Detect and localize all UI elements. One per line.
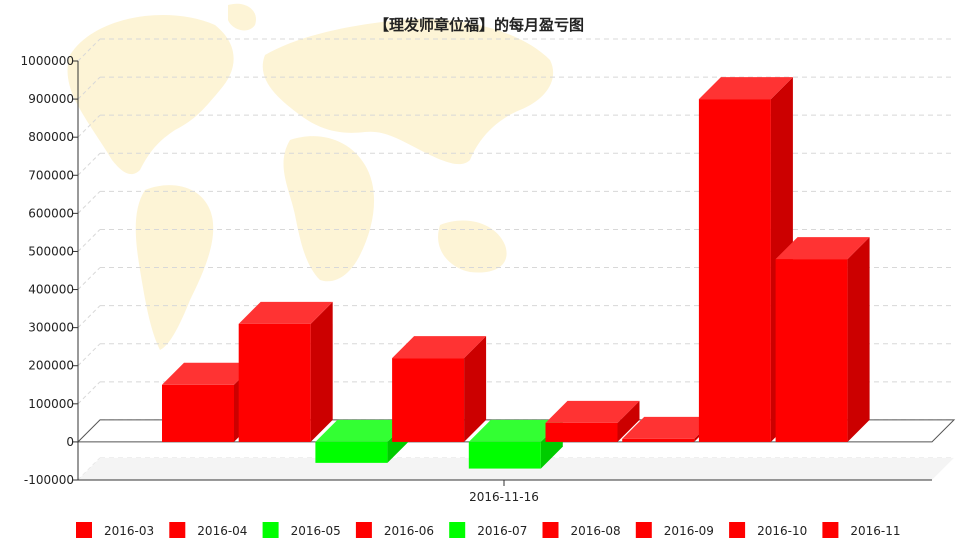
bar-2016-06: [392, 336, 487, 442]
axis-layer: 1000000900000800000700000600000500000400…: [21, 54, 932, 504]
legend-label: 2016-06: [384, 524, 434, 538]
bar-front: [392, 358, 465, 442]
legend-label: 2016-04: [197, 524, 247, 538]
y-tick-label: 200000: [28, 359, 74, 373]
bar-top: [698, 77, 793, 100]
bar-top: [392, 336, 487, 359]
y-tick-label: 900000: [28, 92, 74, 106]
negative-floor: [78, 457, 954, 480]
bar-front: [775, 259, 848, 442]
bar-top: [468, 419, 563, 442]
legend-label: 2016-08: [571, 524, 621, 538]
gridline-diag: [77, 381, 101, 405]
legend-item-2016-08[interactable]: 2016-08: [542, 522, 621, 538]
legend-item-2016-09[interactable]: 2016-09: [635, 522, 714, 538]
bar-top: [238, 301, 333, 324]
gridline-diag: [77, 114, 101, 138]
bar-front: [162, 384, 234, 442]
gridline-diag: [77, 343, 101, 367]
y-tick-label: 400000: [28, 283, 74, 297]
legend-label: 2016-10: [757, 524, 807, 538]
bar-top: [622, 416, 717, 439]
bar-front: [238, 323, 311, 442]
y-tick-label: 0: [66, 435, 74, 449]
legend-item-2016-10[interactable]: 2016-10: [729, 522, 807, 538]
legend-swatch: [729, 522, 746, 538]
bar-side: [310, 301, 333, 442]
legend-swatch: [355, 522, 372, 538]
legend-item-2016-07[interactable]: 2016-07: [449, 522, 527, 538]
bar-side: [847, 237, 870, 442]
bar-front: [698, 99, 771, 442]
bar-2016-07: [468, 419, 563, 469]
legend-swatch: [169, 522, 186, 538]
y-tick-label: 100000: [28, 397, 74, 411]
gridline-diag: [77, 152, 101, 176]
y-tick-label: 300000: [28, 321, 74, 335]
legend-label: 2016-05: [291, 524, 341, 538]
legend-swatch: [76, 522, 92, 538]
legend-label: 2016-03: [104, 524, 154, 538]
legend-swatch: [542, 522, 559, 538]
legend-item-2016-03[interactable]: 2016-03: [76, 522, 154, 538]
legend-swatch: [822, 522, 839, 538]
gridline-diag: [77, 38, 101, 62]
bar-top: [162, 362, 256, 385]
legend-item-2016-04[interactable]: 2016-04: [169, 522, 247, 538]
bar-2016-04: [238, 301, 333, 442]
gridline-diag: [77, 229, 101, 252]
legend-item-2016-05[interactable]: 2016-05: [262, 522, 341, 538]
y-tick-label: -100000: [24, 473, 74, 487]
bar-top: [775, 237, 870, 260]
legend-swatch: [262, 522, 279, 538]
y-tick-label: 800000: [28, 130, 74, 144]
legend: 2016-03 2016-04 2016-05 2016-06 2016-07 2016-…: [76, 522, 901, 538]
bar-top: [315, 419, 410, 442]
y-tick-label: 700000: [28, 168, 74, 182]
gridline-diag: [77, 76, 101, 100]
legend-item-2016-06[interactable]: 2016-06: [355, 522, 434, 538]
y-tick-label: 1000000: [21, 54, 74, 68]
bar-front: [315, 441, 388, 463]
bar-front: [468, 441, 541, 469]
bar-2016-08: [545, 400, 640, 442]
legend-item-2016-11[interactable]: 2016-11: [822, 522, 901, 538]
legend-label: 2016-07: [477, 524, 527, 538]
bar-2016-11: [775, 237, 870, 442]
gridline-diag: [77, 305, 101, 328]
bars-layer: [162, 77, 870, 469]
chart-title: 【理发师章位福】的每月盈亏图: [374, 16, 584, 34]
x-tick-label: 2016-11-16: [469, 490, 539, 504]
legend-swatch: [449, 522, 466, 538]
gridline-diag: [77, 267, 101, 290]
bar-side: [617, 400, 640, 442]
bar-top: [545, 400, 640, 423]
y-tick-label: 600000: [28, 206, 74, 220]
bar-front: [545, 422, 618, 442]
world-map-watermark: [67, 3, 554, 350]
y-tick-label: 500000: [28, 244, 74, 258]
bar-side: [464, 336, 487, 442]
legend-label: 2016-11: [850, 524, 900, 538]
gridline-diag: [77, 191, 101, 214]
legend-label: 2016-09: [664, 524, 714, 538]
legend-swatch: [635, 522, 652, 538]
bar-front: [622, 438, 695, 442]
